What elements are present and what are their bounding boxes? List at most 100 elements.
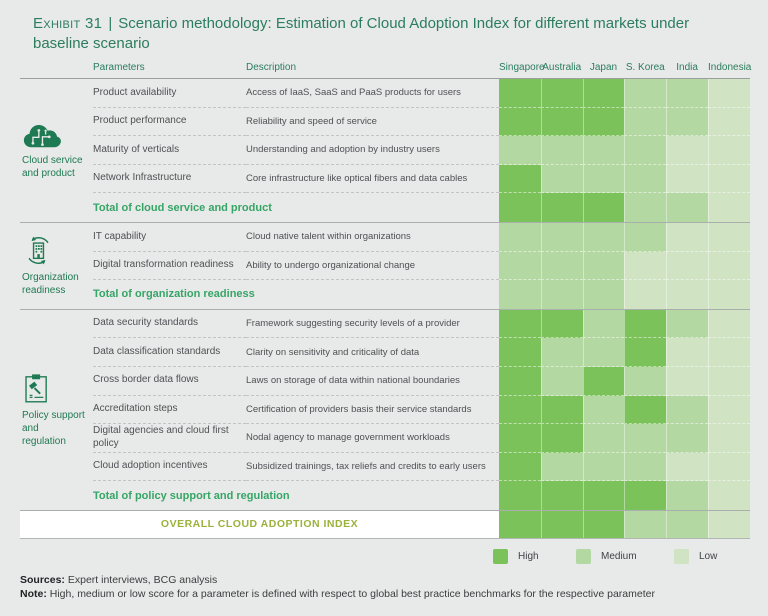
score-cell-medium xyxy=(624,424,667,453)
score-cell-medium xyxy=(666,481,708,510)
description-cell: Cloud native talent within organizations xyxy=(246,223,499,252)
score-cell-medium xyxy=(582,222,625,252)
column-header-market: S. Korea xyxy=(625,62,665,73)
title-text: Scenario methodology: Estimation of Clou… xyxy=(33,15,690,52)
score-cell-medium xyxy=(540,251,583,281)
score-cell-low xyxy=(707,280,750,309)
score-cell-high xyxy=(582,193,625,222)
section-name: Policy support and regulation xyxy=(22,409,85,447)
score-cell-low xyxy=(707,510,750,538)
score-cell-medium xyxy=(624,193,667,222)
score-cell-low xyxy=(666,452,708,482)
score-cell-high xyxy=(624,395,667,425)
title-separator: | xyxy=(108,15,113,32)
column-header-market: Australia xyxy=(542,62,582,73)
description-cell: Understanding and adoption by industry u… xyxy=(246,136,499,165)
overall-label: OVERALL CLOUD ADOPTION INDEX xyxy=(160,518,359,531)
score-cell-high xyxy=(582,481,625,510)
score-cell-medium xyxy=(666,79,708,108)
score-cell-high xyxy=(540,395,583,425)
parameter-cell: Cross border data flows xyxy=(93,367,246,396)
score-cell-high xyxy=(582,510,625,538)
score-cell-medium xyxy=(666,193,708,222)
score-cell-high xyxy=(499,338,541,367)
score-cell-medium xyxy=(666,107,708,137)
score-cell-high xyxy=(624,338,667,367)
parameter-cell: Digital transformation readiness xyxy=(93,252,246,281)
parameter-cell: Cloud adoption incentives xyxy=(93,453,246,482)
score-cell-high xyxy=(540,510,583,538)
score-cell-high xyxy=(499,395,541,425)
score-cell-high xyxy=(624,481,667,510)
score-cell-medium xyxy=(582,280,625,309)
score-cell-low xyxy=(707,79,750,108)
section-total-label: Total of cloud service and product xyxy=(93,201,272,214)
column-header-market: India xyxy=(676,62,698,73)
score-cell-medium xyxy=(582,309,625,339)
score-cell-medium xyxy=(540,452,583,482)
legend-label: High xyxy=(518,550,539,562)
legend-item-high: High xyxy=(493,548,576,564)
score-cell-low xyxy=(707,338,750,367)
section: Organization readiness IT capability Cloud… xyxy=(20,222,750,310)
note-text: High, medium or low score for a paramete… xyxy=(46,587,655,600)
column-header-parameters: Parameters xyxy=(93,62,145,73)
score-cell-high xyxy=(499,481,541,510)
score-cell-high xyxy=(499,424,541,453)
score-cell-medium xyxy=(624,107,667,137)
table-header: Parameters Description Singapore Australi… xyxy=(20,62,752,79)
score-cell-high xyxy=(582,79,625,108)
score-cell-low xyxy=(707,366,750,396)
score-cell-low xyxy=(707,222,750,252)
score-cell-high xyxy=(499,79,541,108)
score-cell-medium xyxy=(624,452,667,482)
column-header-market: Japan xyxy=(589,62,618,73)
score-cell-medium xyxy=(499,222,541,252)
score-cell-high xyxy=(540,424,583,453)
overall-row: OVERALL CLOUD ADOPTION INDEX xyxy=(20,510,750,539)
description-cell: Clarity on sensitivity and criticality o… xyxy=(246,338,499,367)
description-cell: Framework suggesting security levels of … xyxy=(246,310,499,339)
score-cell-medium xyxy=(624,79,667,108)
description-cell: Laws on storage of data within national … xyxy=(246,367,499,396)
section-total-label: Total of organization readiness xyxy=(93,288,255,301)
score-cell-high xyxy=(499,107,541,137)
score-cell-low xyxy=(666,280,708,309)
score-cell-low xyxy=(666,222,708,252)
score-cell-high xyxy=(540,481,583,510)
heatmap-table-body: Cloud service and product Product availab… xyxy=(20,79,750,511)
description-cell: Subsidized trainings, tax reliefs and cr… xyxy=(246,453,499,482)
score-cell-medium xyxy=(582,395,625,425)
score-cell-medium xyxy=(582,164,625,194)
score-cell-low xyxy=(707,452,750,482)
description-cell: Nodal agency to manage government worklo… xyxy=(246,424,499,453)
score-cell-high xyxy=(499,452,541,482)
score-cell-low xyxy=(666,338,708,367)
score-cell-low xyxy=(707,309,750,339)
exhibit-number: Exhibit 31 xyxy=(33,15,103,32)
description-cell: Access of IaaS, SaaS and PaaS products f… xyxy=(246,79,499,108)
legend-swatch-high xyxy=(493,548,508,564)
score-cell-high xyxy=(540,79,583,108)
legend: High Medium Low xyxy=(493,548,750,564)
legend-swatch-medium xyxy=(576,548,591,564)
score-cell-medium xyxy=(666,510,708,538)
score-cell-low xyxy=(666,164,708,194)
legend-item-low: Low xyxy=(674,548,718,564)
score-cell-high xyxy=(540,107,583,137)
score-cell-medium xyxy=(582,136,625,165)
section-label: Organization readiness xyxy=(20,223,93,309)
score-cell-low xyxy=(666,136,708,165)
score-cell-medium xyxy=(540,280,583,309)
score-cell-high xyxy=(624,309,667,339)
parameter-cell: Product performance xyxy=(93,108,246,137)
legend-swatch-low xyxy=(674,548,689,564)
score-cell-low xyxy=(707,481,750,510)
sources-text: Expert interviews, BCG analysis xyxy=(64,573,218,586)
section-label: Cloud service and product xyxy=(20,79,93,222)
section: Cloud service and product Product availab… xyxy=(20,79,750,223)
legend-label: Low xyxy=(699,550,718,562)
column-header-market: Indonesia xyxy=(707,62,752,73)
score-cell-medium xyxy=(666,309,708,339)
